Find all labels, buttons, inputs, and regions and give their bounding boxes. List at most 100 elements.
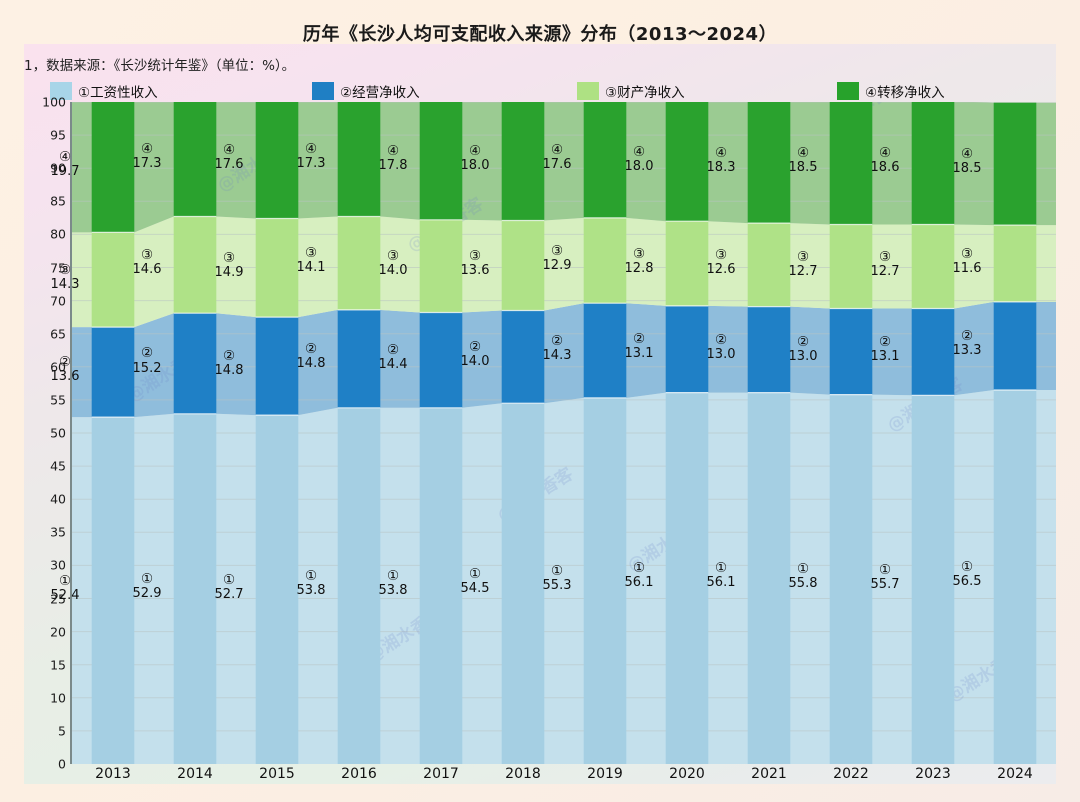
x-axis-tick-2016: 2016 — [341, 766, 377, 782]
area-band-series2 — [72, 301, 1056, 418]
bar-series3[interactable] — [911, 224, 955, 309]
bar-series2[interactable] — [583, 303, 627, 398]
bar-series1[interactable] — [583, 397, 627, 764]
legend-swatch-icon — [577, 82, 599, 100]
bar-series4[interactable] — [91, 102, 135, 233]
legend-label: ①工资性收入 — [78, 85, 158, 101]
bar-series2[interactable] — [419, 312, 463, 408]
y-axis-tick: 35 — [50, 524, 66, 540]
x-axis-tick-2014: 2014 — [177, 766, 213, 782]
chart-card: 1，数据来源：《长沙统计年鉴》（单位：%）。 ①工资性收入 ②经营净收入 ③财产净收… — [24, 44, 1056, 784]
bar-series1[interactable] — [91, 417, 135, 764]
bar-series3[interactable] — [747, 223, 791, 307]
x-axis-tick-2017: 2017 — [423, 766, 459, 782]
y-axis-tick: 85 — [50, 193, 66, 209]
x-axis-tick-2021: 2021 — [751, 766, 787, 782]
bar-series1[interactable] — [255, 415, 299, 764]
bar-series4[interactable] — [665, 102, 709, 222]
bar-series2[interactable] — [911, 308, 955, 396]
legend-label: ②经营净收入 — [340, 85, 420, 101]
area-band-series3 — [72, 216, 1056, 328]
bar-series4[interactable] — [829, 102, 873, 225]
bar-series2[interactable] — [829, 308, 873, 395]
x-axis-tick-2019: 2019 — [587, 766, 623, 782]
x-axis-tick-2015: 2015 — [259, 766, 295, 782]
area-band-series1 — [72, 390, 1056, 764]
y-axis-tick: 70 — [50, 293, 66, 309]
y-axis-tick: 45 — [50, 458, 66, 474]
page-title: 历年《长沙人均可支配收入来源》分布（2013～2024） — [302, 24, 778, 45]
bar-series1[interactable] — [993, 390, 1037, 764]
legend-swatch-icon — [312, 82, 334, 100]
bar-series1[interactable] — [337, 407, 381, 764]
legend-item-1[interactable]: ①工资性收入 — [50, 80, 158, 102]
legend-label: ④转移净收入 — [865, 85, 945, 101]
bar-series3[interactable] — [419, 219, 463, 313]
y-axis-line — [70, 102, 72, 764]
bar-series4[interactable] — [501, 102, 545, 221]
bar-series3[interactable] — [665, 221, 709, 306]
y-axis-tick: 15 — [50, 657, 66, 673]
y-axis-tick: 55 — [50, 392, 66, 408]
bar-series2[interactable] — [747, 306, 791, 393]
bar-series2[interactable] — [501, 310, 545, 404]
bar-series4[interactable] — [255, 102, 299, 219]
bar-series3[interactable] — [255, 218, 299, 318]
bar-series3[interactable] — [91, 232, 135, 328]
area-band-series4 — [72, 102, 1056, 233]
bar-series2[interactable] — [91, 327, 135, 418]
y-axis-tick: 40 — [50, 491, 66, 507]
y-axis-tick: 95 — [50, 127, 66, 143]
bar-series4[interactable] — [993, 102, 1037, 226]
bar-series2[interactable] — [993, 301, 1037, 390]
y-axis-tick: 90 — [50, 160, 66, 176]
bar-series2[interactable] — [173, 313, 217, 414]
bar-series3[interactable] — [337, 216, 381, 310]
bar-series4[interactable] — [337, 102, 381, 217]
plot-area: 0 5 10 15 20 25 30 35 40 45 50 55 60 65 70 75 80 85 90 95 10… — [24, 95, 1056, 784]
x-axis-tick-2024: 2024 — [997, 766, 1033, 782]
legend-label: ③财产净收入 — [605, 85, 685, 101]
bar-series1[interactable] — [173, 413, 217, 764]
bar-series3[interactable] — [829, 224, 873, 309]
bar-series1[interactable] — [911, 395, 955, 764]
bar-series3[interactable] — [583, 217, 627, 304]
y-axis-tick: 50 — [50, 425, 66, 441]
y-axis-tick: 0 — [58, 756, 66, 772]
bar-series1[interactable] — [501, 403, 545, 764]
chart-subtitle: 1，数据来源：《长沙统计年鉴》（单位：%）。 — [24, 58, 296, 74]
legend-item-4[interactable]: ④转移净收入 — [837, 80, 945, 102]
legend-swatch-icon — [50, 82, 72, 100]
x-axis-tick-2023: 2023 — [915, 766, 951, 782]
bar-series1[interactable] — [419, 407, 463, 764]
bar-series2[interactable] — [665, 305, 709, 393]
x-axis: 2013 2014 2015 2016 2017 2018 2019 2020 2021 2022… — [72, 766, 1056, 796]
chart-legend: ①工资性收入 ②经营净收入 ③财产净收入 ④转移净收入 — [32, 80, 1042, 102]
legend-item-3[interactable]: ③财产净收入 — [577, 80, 685, 102]
bar-series3[interactable] — [501, 220, 545, 311]
bar-series1[interactable] — [747, 392, 791, 764]
y-axis-tick: 10 — [50, 690, 66, 706]
y-axis: 0 5 10 15 20 25 30 35 40 45 50 55 60 65 70 75 80 85 90 95 10… — [24, 95, 70, 772]
y-axis-tick: 80 — [50, 226, 66, 242]
bar-series4[interactable] — [747, 102, 791, 224]
bar-series2[interactable] — [337, 309, 381, 408]
chart-canvas: @湘水香客@湘水香客@湘水香客@湘水香客@湘水香客@湘水香客@湘水香客@湘水香客… — [72, 102, 1056, 764]
y-axis-tick: 65 — [50, 326, 66, 342]
bar-series3[interactable] — [993, 225, 1037, 302]
bar-series4[interactable] — [173, 102, 217, 217]
legend-item-2[interactable]: ②经营净收入 — [312, 80, 420, 102]
bar-series4[interactable] — [583, 102, 627, 218]
bar-series1[interactable] — [829, 394, 873, 764]
bar-series4[interactable] — [419, 102, 463, 220]
bar-series2[interactable] — [255, 317, 299, 416]
y-axis-tick: 60 — [50, 359, 66, 375]
y-axis-tick: 30 — [50, 557, 66, 573]
bar-series4[interactable] — [911, 102, 955, 225]
bar-series1[interactable] — [665, 392, 709, 764]
x-axis-tick-2020: 2020 — [669, 766, 705, 782]
bar-series3[interactable] — [173, 216, 217, 314]
y-axis-tick: 25 — [50, 591, 66, 606]
y-axis-tick: 75 — [50, 260, 66, 275]
